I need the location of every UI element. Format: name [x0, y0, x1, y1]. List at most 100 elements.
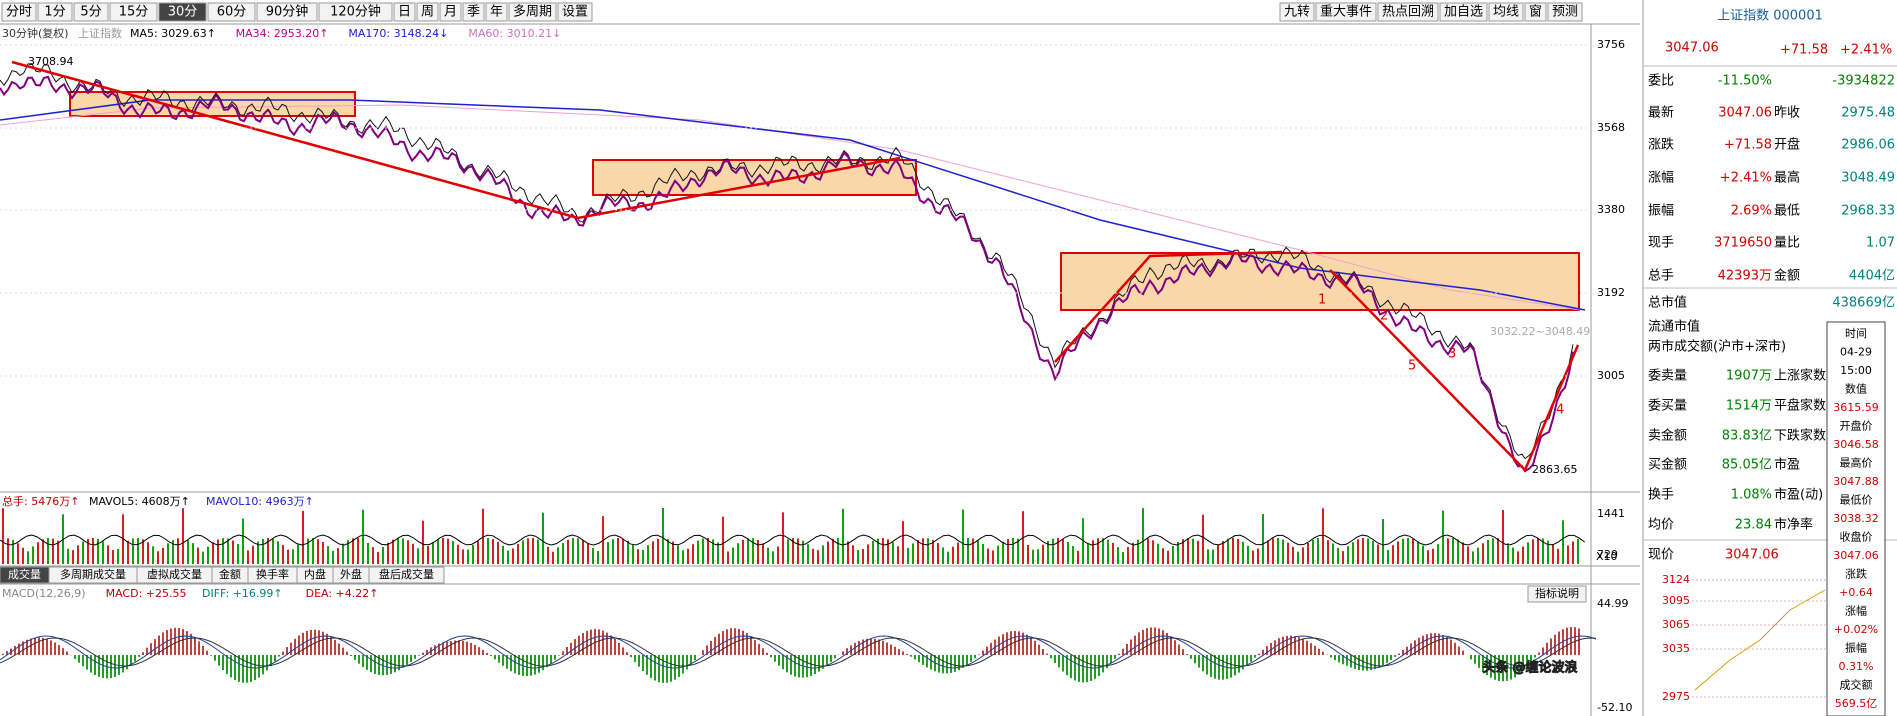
macd-bar: [714, 637, 716, 655]
tool-button[interactable]: [1279, 2, 1315, 22]
popup-text: +0.02%: [1834, 623, 1878, 636]
toolbar-button[interactable]: [37, 2, 73, 22]
volume-bar: [822, 545, 824, 564]
volume-bar: [307, 538, 309, 564]
macd-bar: [554, 655, 556, 660]
toolbar-button[interactable]: [416, 2, 439, 22]
volume-bar: [1522, 546, 1524, 564]
volume-bar: [847, 541, 849, 564]
toolbar-button[interactable]: [256, 2, 318, 22]
macd-bar: [1058, 655, 1060, 668]
macd-bar: [774, 655, 776, 662]
volume-bar: [1402, 538, 1404, 564]
quote-value: 4404亿: [1849, 269, 1895, 284]
toolbar-button[interactable]: [439, 2, 462, 22]
toolbar-button[interactable]: [73, 2, 109, 22]
tool-button[interactable]: [1377, 2, 1439, 22]
macd-bar: [498, 655, 500, 663]
macd-bar: [778, 655, 780, 666]
volume-bar: [1527, 542, 1529, 564]
quote-value: -3934822: [1832, 74, 1895, 89]
toolbar-button[interactable]: [508, 2, 557, 22]
volume-bar: [762, 543, 764, 564]
volume-bar: [1117, 547, 1119, 564]
macd-bar: [718, 633, 720, 655]
toolbar-button[interactable]: [557, 2, 593, 22]
volume-bar: [242, 518, 244, 564]
tool-label: 重大事件: [1320, 4, 1372, 20]
toolbar-label: 15分: [119, 5, 149, 20]
volume-bar: [37, 542, 39, 564]
toolbar-button[interactable]: [158, 2, 207, 22]
quote-value: 3047.06: [1718, 106, 1772, 121]
macd-bar: [186, 631, 188, 655]
tab[interactable]: [368, 566, 445, 584]
tab-label: 成交量: [8, 567, 41, 581]
volume-bar: [522, 540, 524, 564]
macd-bar: [834, 655, 836, 659]
volume-tick: 1441: [1597, 507, 1625, 520]
macd-bar: [1362, 655, 1364, 671]
volume-bar: [1327, 540, 1329, 564]
macd-bar: [1266, 646, 1268, 655]
macd-bar: [1434, 633, 1436, 655]
volume-bar: [157, 551, 159, 564]
watermark: 头条 @缠论波浪: [1482, 660, 1577, 676]
volume-bar: [1517, 551, 1519, 564]
toolbar-button[interactable]: [109, 2, 158, 22]
macd-bar: [1338, 655, 1340, 663]
volume-bar: [1057, 538, 1059, 564]
macd-bar: [606, 632, 608, 655]
macd-bar: [14, 645, 16, 655]
volume-bar: [477, 541, 479, 564]
macd-bar: [1382, 655, 1384, 666]
volume-bar: [562, 542, 564, 564]
macd-bar: [58, 645, 60, 655]
toolbar-button[interactable]: [1, 2, 37, 22]
macd-bar: [338, 643, 340, 655]
toolbar-button[interactable]: [485, 2, 508, 22]
macd-bar: [246, 655, 248, 683]
toolbar-label: 1分: [44, 5, 65, 20]
volume-bar: [532, 538, 534, 564]
macd-bar: [1270, 643, 1272, 655]
macd-bar: [1358, 655, 1360, 670]
tool-button[interactable]: [1488, 2, 1524, 22]
macd-bar: [1014, 630, 1016, 655]
tool-button[interactable]: [1547, 2, 1583, 22]
volume-bar: [127, 540, 129, 564]
mini-tick: 3124: [1662, 573, 1690, 586]
tool-button[interactable]: [1315, 2, 1377, 22]
macd-bar: [494, 655, 496, 660]
toolbar-button[interactable]: [462, 2, 485, 22]
macd-bar: [614, 638, 616, 655]
macd-bar: [634, 655, 636, 662]
toolbar-button[interactable]: [318, 2, 393, 22]
volume-bar: [1367, 538, 1369, 564]
volume-bar: [687, 548, 689, 564]
volume-bar: [1462, 542, 1464, 564]
tool-label: 热点回溯: [1382, 4, 1434, 20]
volume-bar: [727, 551, 729, 564]
indicator-button[interactable]: [1527, 585, 1587, 603]
volume-bar: [82, 541, 84, 564]
volume-bar: [1207, 549, 1209, 564]
macd-bar: [394, 655, 396, 673]
macd-bar: [462, 640, 464, 655]
quote-value: 438669亿: [1832, 296, 1895, 311]
toolbar-button[interactable]: [393, 2, 416, 22]
toolbar-button[interactable]: [207, 2, 256, 22]
macd-bar: [750, 636, 752, 655]
macd-bar: [406, 655, 408, 665]
volume-bar: [1407, 538, 1409, 564]
tool-button[interactable]: [1439, 2, 1488, 22]
macd-bar: [966, 655, 968, 666]
macd-bar: [1138, 632, 1140, 655]
popup-text: 最低价: [1840, 494, 1873, 507]
tool-button[interactable]: [1524, 2, 1547, 22]
volume-bar: [342, 543, 344, 564]
macd-legend: DEA: +4.22↑: [306, 587, 379, 600]
quote-value: 3719650: [1714, 236, 1772, 251]
wave-label: 4: [1556, 403, 1564, 418]
macd-bar: [238, 655, 240, 682]
